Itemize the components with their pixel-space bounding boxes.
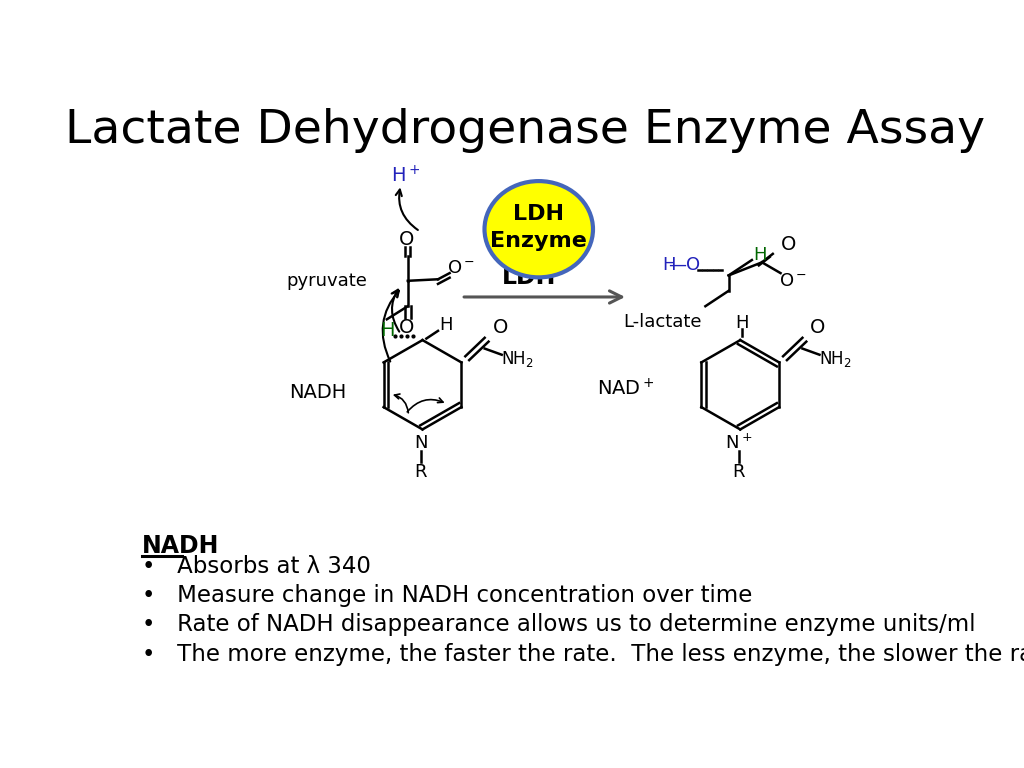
Text: N: N <box>414 434 428 452</box>
Text: H$^+$: H$^+$ <box>391 164 420 186</box>
Text: pyruvate: pyruvate <box>287 272 368 290</box>
Text: O$^-$: O$^-$ <box>447 259 475 276</box>
Text: LDH
Enzyme: LDH Enzyme <box>490 204 587 251</box>
Text: L-lactate: L-lactate <box>624 313 702 330</box>
Text: —O: —O <box>669 257 700 274</box>
Text: O: O <box>493 318 508 337</box>
Text: Lactate Dehydrogenase Enzyme Assay: Lactate Dehydrogenase Enzyme Assay <box>65 108 985 153</box>
Text: H: H <box>753 246 766 263</box>
Text: R: R <box>732 463 744 481</box>
Text: LDH: LDH <box>502 265 557 289</box>
Text: O: O <box>810 318 825 337</box>
Text: R: R <box>415 463 427 481</box>
Text: N$^+$: N$^+$ <box>725 434 753 453</box>
Text: H: H <box>380 321 395 340</box>
Text: NAD$^+$: NAD$^+$ <box>597 378 654 399</box>
Text: NH$_2$: NH$_2$ <box>818 349 851 369</box>
Text: •   The more enzyme, the faster the rate.  The less enzyme, the slower the rate.: • The more enzyme, the faster the rate. … <box>142 643 1024 666</box>
Text: NADH: NADH <box>142 535 219 558</box>
Text: O: O <box>399 230 415 249</box>
Text: O$^-$: O$^-$ <box>779 272 807 290</box>
Text: NH$_2$: NH$_2$ <box>501 349 534 369</box>
Text: H: H <box>735 314 749 332</box>
Text: •   Measure change in NADH concentration over time: • Measure change in NADH concentration o… <box>142 584 753 607</box>
Text: NADH: NADH <box>289 383 346 402</box>
Text: H: H <box>663 257 676 274</box>
Text: O: O <box>399 317 415 336</box>
Text: •   Absorbs at λ 340: • Absorbs at λ 340 <box>142 555 371 578</box>
Text: O: O <box>780 235 796 254</box>
Text: •   Rate of NADH disappearance allows us to determine enzyme units/ml: • Rate of NADH disappearance allows us t… <box>142 614 976 637</box>
Ellipse shape <box>484 181 593 277</box>
Text: H: H <box>439 316 453 334</box>
